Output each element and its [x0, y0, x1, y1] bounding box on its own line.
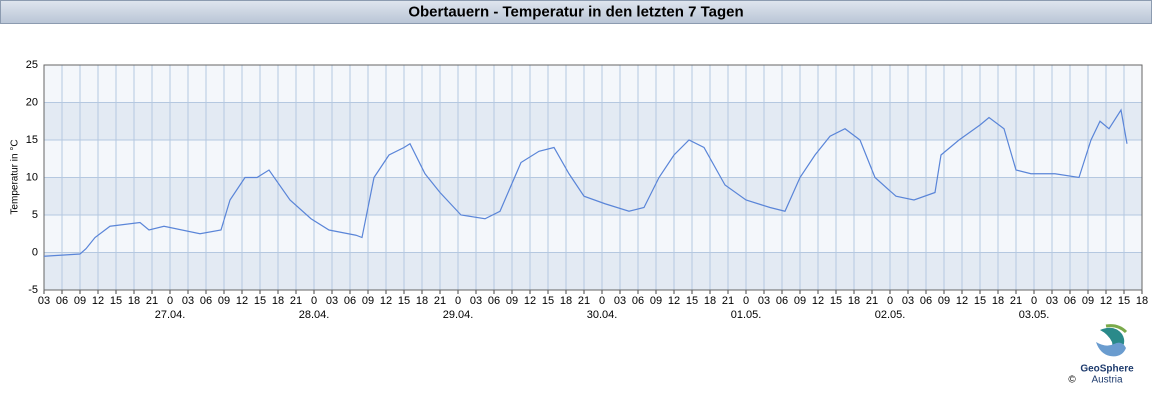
x-tick-label: 09: [362, 295, 374, 307]
x-tick-label: 21: [866, 295, 878, 307]
x-tick-label: 03: [614, 295, 626, 307]
x-tick-label: 12: [956, 295, 968, 307]
x-tick-label: 18: [560, 295, 572, 307]
y-tick-label: 5: [32, 209, 38, 221]
logo: [1096, 324, 1128, 357]
x-tick-label: 03: [326, 295, 338, 307]
day-label: 28.04.: [299, 309, 330, 321]
x-tick-label: 0: [455, 295, 461, 307]
chart-title: Obertauern - Temperatur in den letzten 7…: [408, 3, 743, 20]
x-tick-label: 15: [542, 295, 554, 307]
day-label: 03.05.: [1019, 309, 1050, 321]
x-tick-label: 06: [488, 295, 500, 307]
x-tick-label: 12: [812, 295, 824, 307]
y-tick-label: 10: [26, 171, 38, 183]
band: [44, 140, 1142, 178]
y-tick-label: 25: [26, 59, 38, 71]
x-tick-label: 0: [167, 295, 173, 307]
x-tick-label: 09: [74, 295, 86, 307]
x-tick-label: 06: [200, 295, 212, 307]
x-tick-label: 18: [128, 295, 140, 307]
x-tick-label: 18: [848, 295, 860, 307]
x-tick-label: 18: [1136, 295, 1148, 307]
x-tick-label: 03: [1046, 295, 1058, 307]
x-tick-label: 09: [938, 295, 950, 307]
x-tick-label: 09: [1082, 295, 1094, 307]
x-tick-label: 0: [743, 295, 749, 307]
band: [44, 177, 1142, 215]
x-tick-label: 15: [686, 295, 698, 307]
plot-frame: [43, 64, 1143, 291]
band: [44, 65, 1142, 103]
x-tick-label: 12: [1100, 295, 1112, 307]
x-tick-label: 21: [290, 295, 302, 307]
x-tick-label: 12: [668, 295, 680, 307]
x-tick-label: 18: [416, 295, 428, 307]
x-tick-label: 12: [380, 295, 392, 307]
x-tick-label: 18: [272, 295, 284, 307]
brand: GeoSphere: [1080, 364, 1134, 375]
x-tick-label: 06: [632, 295, 644, 307]
day-label: 27.04.: [155, 309, 186, 321]
x-tick-label: 15: [1118, 295, 1130, 307]
x-tick-label: 12: [236, 295, 248, 307]
x-tick-label: 03: [38, 295, 50, 307]
x-tick-label: 03: [182, 295, 194, 307]
x-tick-label: 03: [470, 295, 482, 307]
x-tick-label: 18: [992, 295, 1004, 307]
y-tick-label: 15: [26, 134, 38, 146]
copyright: ©: [1068, 375, 1076, 386]
x-tick-label: 21: [1010, 295, 1022, 307]
brand-sub: Austria: [1091, 375, 1123, 386]
y-tick-label: -5: [28, 284, 38, 296]
x-tick-label: 21: [146, 295, 158, 307]
band: [44, 215, 1142, 253]
x-tick-label: 15: [398, 295, 410, 307]
x-tick-label: 06: [920, 295, 932, 307]
day-label: 30.04.: [587, 309, 618, 321]
x-tick-label: 06: [344, 295, 356, 307]
x-tick-label: 06: [776, 295, 788, 307]
day-label: 01.05.: [731, 309, 762, 321]
day-label: 29.04.: [443, 309, 474, 321]
x-tick-label: 15: [974, 295, 986, 307]
x-tick-label: 09: [650, 295, 662, 307]
day-label: 02.05.: [875, 309, 906, 321]
x-tick-label: 0: [1031, 295, 1037, 307]
line: [43, 108, 1128, 257]
x-tick-label: 21: [434, 295, 446, 307]
x-tick-label: 0: [887, 295, 893, 307]
x-tick-label: 09: [794, 295, 806, 307]
x-tick-label: 12: [524, 295, 536, 307]
band: [44, 252, 1142, 290]
x-tick-label: 09: [506, 295, 518, 307]
band: [44, 102, 1142, 140]
x-tick-label: 0: [599, 295, 605, 307]
x-tick-label: 21: [722, 295, 734, 307]
y-tick-label: 20: [26, 96, 38, 108]
x-tick-label: 21: [578, 295, 590, 307]
x-tick-label: 0: [311, 295, 317, 307]
x-tick-label: 03: [902, 295, 914, 307]
y-axis-label: Temperatur in °C: [10, 139, 21, 214]
x-tick-label: 15: [110, 295, 122, 307]
x-tick-label: 03: [758, 295, 770, 307]
x-tick-label: 12: [92, 295, 104, 307]
x-tick-label: 15: [830, 295, 842, 307]
x-tick-label: 06: [56, 295, 68, 307]
y-tick-label: 0: [32, 246, 38, 258]
x-tick-label: 18: [704, 295, 716, 307]
x-tick-label: 06: [1064, 295, 1076, 307]
x-tick-label: 09: [218, 295, 230, 307]
x-tick-label: 15: [254, 295, 266, 307]
